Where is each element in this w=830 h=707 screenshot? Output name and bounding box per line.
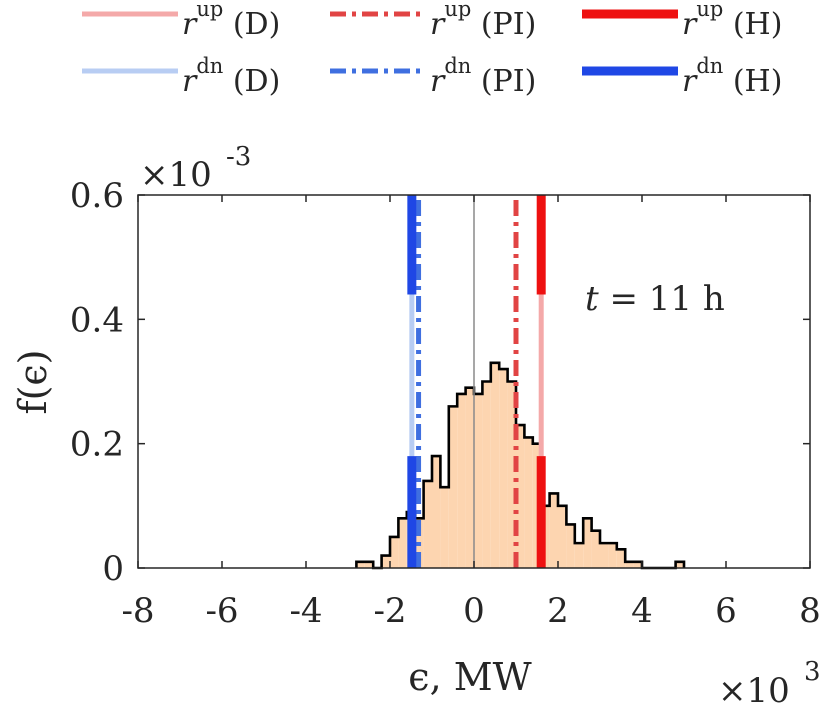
histogram-bar <box>516 425 525 568</box>
legend: rup (D) rup (PI) rup (H)rdn (D) rdn (PI) rdn… <box>82 0 782 99</box>
legend-label-sup: up <box>444 0 471 21</box>
x-multiplier-base: ×10 <box>718 671 790 707</box>
y-multiplier-base: ×10 <box>140 155 212 195</box>
legend-label-base: r <box>682 64 698 99</box>
histogram-bar <box>398 518 407 568</box>
legend-label-sup: dn <box>196 54 223 78</box>
axis-ticks: -8 -6 -4 -2 0 2 4 6 8 0 0.2 0.4 0.6 <box>70 176 821 631</box>
histogram-bar <box>608 543 617 568</box>
x-tick-label: -6 <box>205 591 238 631</box>
axis-labels: ×10 -3 ×10 3 ϵ, MW f(ϵ) t = 11 h <box>11 142 821 707</box>
histogram-bar <box>457 393 466 568</box>
histogram-bar <box>490 362 500 568</box>
histogram-bar <box>465 387 474 568</box>
histogram-bar <box>633 561 642 568</box>
y-multiplier-exp: -3 <box>226 142 251 172</box>
legend-label: rup (H) <box>682 0 782 42</box>
histogram-bar <box>507 381 516 568</box>
time-annotation-rest: = 11 h <box>599 279 725 319</box>
legend-entry: rdn (D) <box>82 54 280 99</box>
legend-label-base: r <box>430 7 446 42</box>
legend-label-base: r <box>430 64 446 99</box>
histogram-bar <box>583 518 592 568</box>
histogram-bar <box>390 536 399 568</box>
y-tick-label: 0.6 <box>70 176 124 216</box>
legend-label-suffix: (H) <box>723 64 782 99</box>
histogram-bar <box>574 543 584 568</box>
time-annotation: t = 11 h <box>585 279 725 319</box>
histogram-bar <box>675 561 684 568</box>
x-tick-label: -2 <box>373 591 406 631</box>
histogram-bar <box>474 393 483 568</box>
x-tick-label: 6 <box>715 591 737 631</box>
legend-entry: rup (PI) <box>330 0 536 42</box>
x-tick-label: -8 <box>121 591 154 631</box>
histogram-bar <box>432 456 441 568</box>
legend-label-suffix: (H) <box>723 7 782 42</box>
x-tick-label: -4 <box>289 591 322 631</box>
histogram-bar <box>364 561 374 568</box>
x-multiplier-exp: 3 <box>804 657 821 687</box>
histogram-bar <box>499 369 508 568</box>
x-tick-label: 8 <box>799 591 821 631</box>
legend-label-suffix: (D) <box>223 7 280 42</box>
legend-label-sup: dn <box>696 54 723 78</box>
legend-entry: rdn (H) <box>582 54 782 99</box>
histogram-bar <box>591 530 600 568</box>
histogram-bar <box>482 381 491 568</box>
histogram-bar <box>381 555 390 568</box>
plot-area: -8 -6 -4 -2 0 2 4 6 8 0 0.2 0.4 0.6 <box>70 176 821 631</box>
legend-label-sup: dn <box>444 54 471 78</box>
x-tick-label: 0 <box>463 591 485 631</box>
legend-label-base: r <box>182 7 198 42</box>
histogram-bar <box>356 561 365 568</box>
legend-label: rdn (D) <box>182 54 280 99</box>
x-tick-label: 4 <box>631 591 653 631</box>
legend-label: rdn (H) <box>682 54 782 99</box>
histogram-bar <box>566 524 575 568</box>
y-tick-label: 0.4 <box>70 300 124 340</box>
legend-label: rup (D) <box>182 0 280 42</box>
legend-label-base: r <box>182 64 198 99</box>
legend-label: rup (PI) <box>430 0 536 42</box>
histogram-bar <box>448 406 458 568</box>
histogram-bar <box>549 493 558 568</box>
histogram-bar <box>423 480 432 568</box>
y-tick-label: 0 <box>102 549 124 589</box>
legend-entry: rup (D) <box>82 0 280 42</box>
legend-label-suffix: (PI) <box>471 7 536 42</box>
legend-label: rdn (PI) <box>430 54 536 99</box>
legend-label-sup: up <box>696 0 723 21</box>
histogram-bar <box>600 543 609 568</box>
legend-entry: rup (H) <box>582 0 782 42</box>
reserve-lines <box>407 195 546 568</box>
histogram-bar <box>440 487 449 568</box>
legend-label-suffix: (D) <box>223 64 280 99</box>
x-axis-label: ϵ, MW <box>408 655 531 699</box>
y-tick-label: 0.2 <box>70 425 124 465</box>
y-axis-label: f(ϵ) <box>11 350 55 415</box>
histogram-bar <box>558 505 567 568</box>
legend-label-base: r <box>682 7 698 42</box>
histogram-bar <box>524 437 533 568</box>
histogram-bar <box>616 549 626 568</box>
legend-label-suffix: (PI) <box>471 64 536 99</box>
x-tick-label: 2 <box>547 591 569 631</box>
legend-label-sup: up <box>196 0 223 21</box>
time-annotation-var: t <box>585 279 599 319</box>
histogram-bar <box>625 561 634 568</box>
legend-entry: rdn (PI) <box>330 54 536 99</box>
